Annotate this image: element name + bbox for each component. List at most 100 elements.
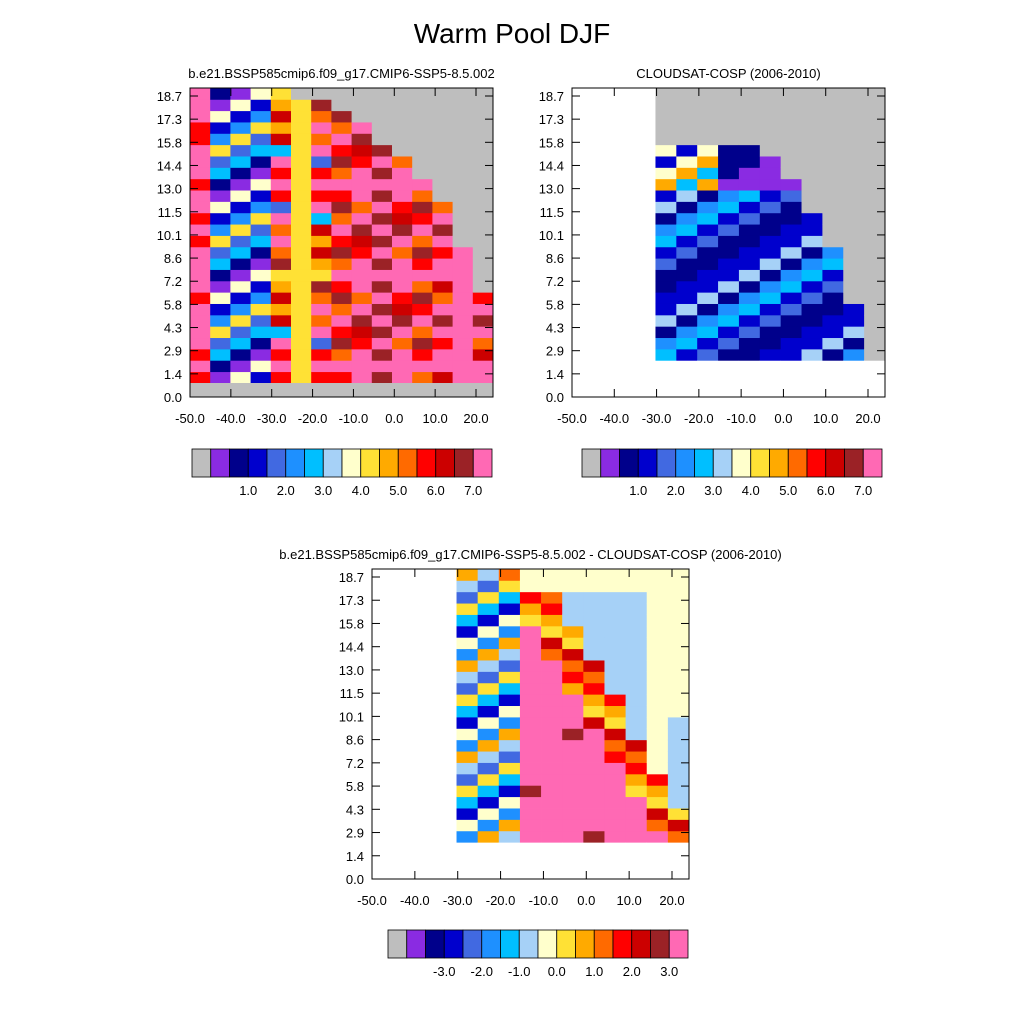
heatmap-cell [477,660,500,672]
heatmap-cell [291,122,312,134]
heatmap-cell [372,762,394,775]
colorbar-label: 3.0 [314,483,332,498]
heatmap-cell [372,796,394,809]
heatmap-cell [697,303,719,316]
y-tick-label: 0.0 [346,872,364,887]
heatmap-cell [472,178,494,191]
heatmap-cell [311,167,332,180]
heatmap-cell [583,671,605,684]
heatmap-cell [435,671,457,684]
heatmap-cell [738,246,761,259]
heatmap-cell [822,326,844,339]
colorbar-swatch [631,929,651,959]
heatmap-cell [625,830,648,843]
heatmap-cell [780,292,802,304]
heatmap-cell [452,122,474,134]
plot-bottom-strip [372,865,689,879]
colorbar-swatch [500,929,520,959]
heatmap-cell [456,603,479,615]
x-tick-label: -20.0 [298,411,328,426]
x-tick-label: -30.0 [443,893,473,908]
heatmap-cell [634,269,656,282]
heatmap-cell [801,110,823,123]
heatmap-cell [801,133,823,146]
heatmap-cell [583,796,605,809]
heatmap-cell [592,246,615,259]
heatmap-cell [452,133,474,146]
heatmap-cell [625,637,648,650]
heatmap-cell [655,190,677,202]
heatmap-cell [432,269,453,282]
heatmap-cell [738,235,761,248]
heatmap-cell [780,235,802,248]
heatmap-cell [613,314,635,327]
heatmap-cell [331,88,352,100]
heatmap-cell [655,88,677,100]
heatmap-cell [230,326,251,339]
heatmap-cell [393,762,415,775]
x-tick-label: -50.0 [357,893,387,908]
heatmap-cell [210,144,231,157]
heatmap-cell [801,337,823,350]
heatmap-cell [519,625,542,638]
heatmap-cell [634,224,656,236]
heatmap-cell [625,842,648,855]
heatmap-cell [625,660,648,672]
heatmap-cell [498,682,521,695]
heatmap-cell [371,280,393,293]
heatmap-cell [393,739,415,752]
heatmap-cell [250,156,272,168]
heatmap-cell [412,88,433,100]
heatmap-cell [592,144,615,157]
heatmap-cell [498,819,521,832]
heatmap-cell [718,167,740,180]
heatmap-cell [477,842,500,855]
heatmap-cell [250,133,272,146]
heatmap-cell [414,694,436,707]
heatmap-cell [250,314,272,327]
heatmap-cell [541,603,563,615]
heatmap-cell [210,246,231,259]
heatmap-cell [435,819,457,832]
heatmap-cell [655,258,677,270]
heatmap-cell [613,201,635,214]
heatmap-cell [613,371,635,384]
heatmap-cell [472,303,494,316]
heatmap-cell [291,292,312,304]
heatmap-cell [562,637,584,650]
heatmap-cell [498,648,521,661]
heatmap-cell [311,144,332,157]
heatmap-cell [331,371,352,384]
heatmap-cell [392,246,413,259]
heatmap-cell [780,167,802,180]
y-tick-label: 13.0 [539,182,564,197]
heatmap-cell [541,853,563,866]
heatmap-cell [562,773,584,786]
colorbar-swatch [844,448,864,478]
heatmap-cell [190,156,211,168]
colorbar-label: 6.0 [427,483,445,498]
heatmap-cell [435,648,457,661]
heatmap-cell [864,348,886,361]
heatmap-cell [718,190,740,202]
heatmap-cell [562,694,584,707]
heatmap-cell [592,190,615,202]
heatmap-cell [801,144,823,157]
heatmap-cell [801,303,823,316]
heatmap-cell [371,235,393,248]
colorbar-swatch [668,929,689,959]
heatmap-cell [697,133,719,146]
heatmap-cell [646,751,669,763]
heatmap-cell [472,246,494,259]
heatmap-cell [190,326,211,339]
heatmap-cell [351,167,373,180]
heatmap-cell [667,637,690,650]
colorbar-swatch [675,448,695,478]
x-tick-label: 20.0 [463,411,488,426]
heatmap-cell [822,122,844,134]
heatmap-cell [822,88,844,100]
heatmap-cell [472,167,494,180]
heatmap-cell [572,246,594,259]
colorbar-swatch [862,448,883,478]
heatmap-cell [371,99,393,112]
